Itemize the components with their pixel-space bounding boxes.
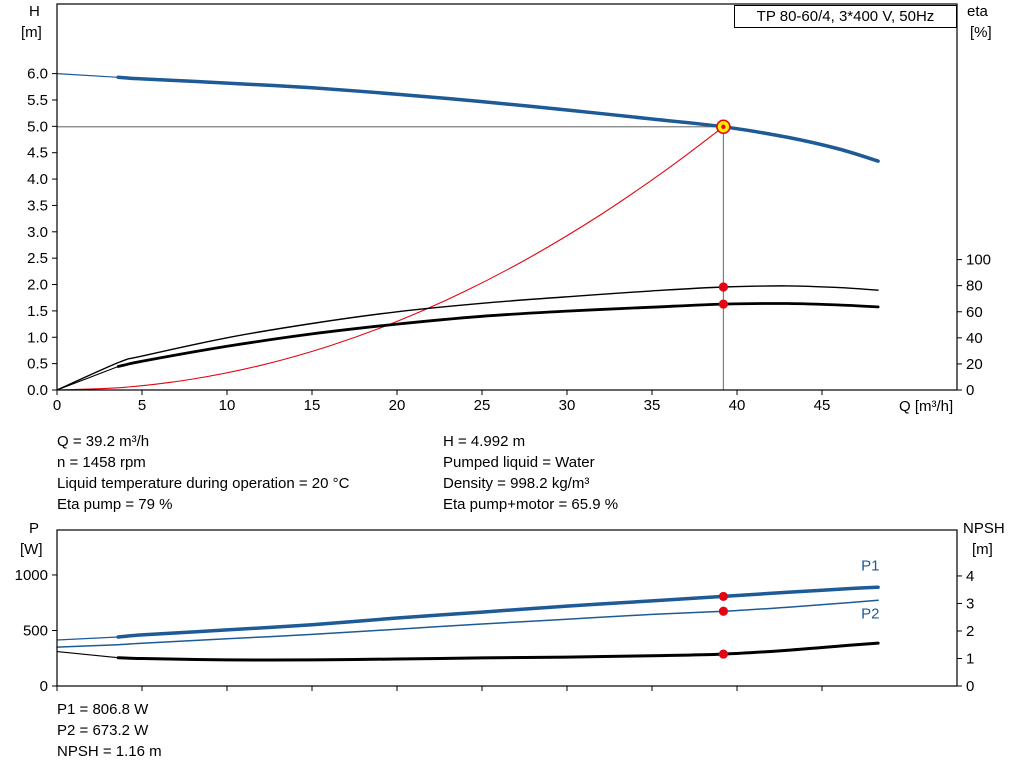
- svg-text:30: 30: [559, 397, 576, 414]
- svg-text:0: 0: [53, 397, 61, 414]
- svg-text:1.0: 1.0: [27, 329, 48, 346]
- eta-axis-title: eta: [967, 3, 988, 20]
- svg-text:60: 60: [966, 304, 983, 321]
- npsh-axis-title: NPSH: [963, 520, 1005, 537]
- svg-text:500: 500: [23, 622, 48, 639]
- svg-text:45: 45: [814, 397, 831, 414]
- info-line-p2: P2 = 673.2 W: [57, 722, 149, 739]
- svg-text:40: 40: [729, 397, 746, 414]
- svg-text:5: 5: [138, 397, 146, 414]
- info-line-p1: P1 = 806.8 W: [57, 701, 149, 718]
- svg-text:5.0: 5.0: [27, 118, 48, 135]
- svg-text:10: 10: [219, 397, 236, 414]
- svg-text:1: 1: [966, 650, 974, 667]
- svg-text:6.0: 6.0: [27, 66, 48, 83]
- p-axis-title: P: [29, 520, 40, 537]
- svg-text:0.5: 0.5: [27, 356, 48, 373]
- info-line-liquid: Pumped liquid = Water: [443, 454, 595, 471]
- svg-text:2.5: 2.5: [27, 250, 48, 267]
- svg-text:20: 20: [389, 397, 406, 414]
- svg-text:P1: P1: [861, 558, 879, 575]
- svg-text:P2: P2: [861, 605, 879, 622]
- svg-text:0: 0: [966, 382, 974, 399]
- svg-text:100: 100: [966, 252, 991, 269]
- h-axis-unit: [m]: [21, 24, 42, 41]
- power-info: P1 = 806.8 W P2 = 673.2 W NPSH = 1.16 m: [57, 699, 162, 762]
- svg-text:0.0: 0.0: [27, 382, 48, 399]
- svg-text:15: 15: [304, 397, 321, 414]
- npsh-axis-unit: [m]: [972, 541, 993, 558]
- svg-text:0: 0: [40, 678, 48, 695]
- info-line-etam: Eta pump+motor = 65.9 %: [443, 496, 619, 513]
- info-line-density: Density = 998.2 kg/m³: [443, 475, 590, 492]
- duty-info-right: H = 4.992 m Pumped liquid = Water Densit…: [443, 431, 618, 515]
- svg-text:5.5: 5.5: [27, 92, 48, 109]
- p-axis-unit: [W]: [20, 541, 43, 558]
- svg-text:80: 80: [966, 278, 983, 295]
- pump-model-box: TP 80-60/4, 3*400 V, 50Hz: [734, 5, 957, 28]
- svg-text:20: 20: [966, 356, 983, 373]
- info-line-h: H = 4.992 m: [443, 433, 526, 450]
- svg-text:4: 4: [966, 568, 974, 585]
- info-line-temp: Liquid temperature during operation = 20…: [57, 475, 350, 492]
- svg-text:35: 35: [644, 397, 661, 414]
- svg-text:2.0: 2.0: [27, 277, 48, 294]
- svg-text:0: 0: [966, 678, 974, 695]
- svg-text:3.0: 3.0: [27, 224, 48, 241]
- h-axis-title: H: [29, 3, 40, 20]
- info-line-n: n = 1458 rpm: [57, 454, 146, 471]
- svg-text:1.5: 1.5: [27, 303, 48, 320]
- svg-text:25: 25: [474, 397, 491, 414]
- eta-axis-unit: [%]: [970, 24, 992, 41]
- svg-text:3.5: 3.5: [27, 197, 48, 214]
- info-line-eta: Eta pump = 79 %: [57, 496, 173, 513]
- svg-text:1000: 1000: [15, 567, 48, 584]
- svg-text:3: 3: [966, 595, 974, 612]
- svg-text:4.0: 4.0: [27, 171, 48, 188]
- svg-text:2: 2: [966, 623, 974, 640]
- svg-text:4.5: 4.5: [27, 145, 48, 162]
- q-axis-title: Q [m³/h]: [899, 398, 954, 415]
- info-line-q: Q = 39.2 m³/h: [57, 433, 150, 450]
- duty-info-left: Q = 39.2 m³/h n = 1458 rpm Liquid temper…: [57, 431, 349, 515]
- info-line-npsh: NPSH = 1.16 m: [57, 743, 162, 760]
- svg-text:40: 40: [966, 330, 983, 347]
